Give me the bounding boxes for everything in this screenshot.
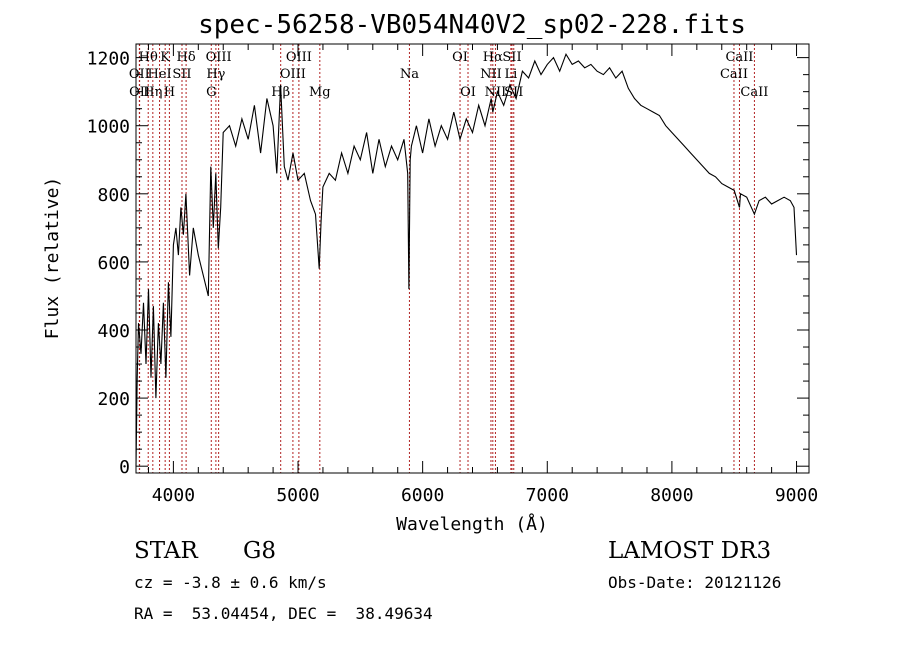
- y-tick-label: 600: [97, 253, 130, 274]
- object-subclass: G8: [243, 538, 277, 564]
- line-label-6: SII: [172, 67, 191, 82]
- line-label-23: Li: [504, 67, 517, 82]
- y-tick-label: 800: [97, 185, 130, 206]
- line-label-0: Hθ: [139, 50, 158, 65]
- y-tick-label: 1000: [87, 117, 130, 138]
- x-tick-label: 4000: [152, 485, 195, 506]
- line-label-25: CaII: [725, 50, 753, 65]
- line-label-11: G: [206, 85, 216, 100]
- line-label-27: CaII: [740, 85, 768, 100]
- survey-name: LAMOST DR3: [608, 538, 772, 564]
- line-label-26: CaII: [720, 67, 748, 82]
- chart-title: spec-56258-VB054N40V2_sp02-228.fits: [198, 10, 746, 40]
- line-label-2: OII: [129, 85, 150, 100]
- plot-frame: [135, 43, 810, 474]
- redshift-text: cz = -3.8 ± 0.6 km/s: [134, 573, 327, 592]
- y-tick-label: 400: [97, 321, 130, 342]
- line-label-17: OI: [452, 50, 468, 65]
- line-label-4: HeI: [147, 67, 171, 82]
- line-label-8: Hδ: [177, 50, 196, 65]
- y-tick-label: 200: [97, 389, 130, 410]
- x-tick-label: 8000: [650, 485, 693, 506]
- line-label-18: OI: [460, 85, 476, 100]
- axis-ticks: 4000 5000 6000 7000 8000 9000 0 200 400 600 800 100…: [87, 44, 818, 506]
- line-label-20: NII: [480, 67, 502, 82]
- object-class: STAR: [134, 538, 198, 564]
- y-tick-label: 0: [119, 457, 130, 478]
- spectral-line-markers: [138, 44, 755, 473]
- coordinates-text: RA = 53.04454, DEC = 38.49634: [134, 604, 433, 623]
- x-tick-label: 5000: [276, 485, 319, 506]
- line-label-19: Hα: [483, 50, 503, 65]
- line-label-13: OIII: [286, 50, 312, 65]
- y-tick-label: 1200: [87, 49, 130, 70]
- x-axis-label: Wavelength (Å): [396, 513, 548, 535]
- x-tick-label: 9000: [775, 485, 818, 506]
- line-label-9: OIII: [206, 50, 232, 65]
- spectrum-chart: spec-56258-VB054N40V2_sp02-228.fits Hθ OI…: [42, 10, 818, 535]
- y-axis-label: Flux (relative): [42, 177, 63, 340]
- line-label-16: Na: [400, 67, 419, 82]
- line-label-10: Hγ: [206, 67, 225, 82]
- x-tick-label: 6000: [401, 485, 444, 506]
- line-label-5: K: [160, 50, 170, 65]
- line-label-15: Mg: [309, 85, 331, 100]
- line-label-21: NII: [485, 85, 507, 100]
- line-label-22: SII: [502, 50, 521, 65]
- x-tick-label: 7000: [526, 485, 569, 506]
- spectrum-line: [135, 52, 798, 467]
- observation-date: Obs-Date: 20121126: [608, 573, 782, 592]
- line-label-7: H: [164, 85, 175, 100]
- line-label-14: OIII: [280, 67, 306, 82]
- line-label-3: Hη: [143, 85, 162, 100]
